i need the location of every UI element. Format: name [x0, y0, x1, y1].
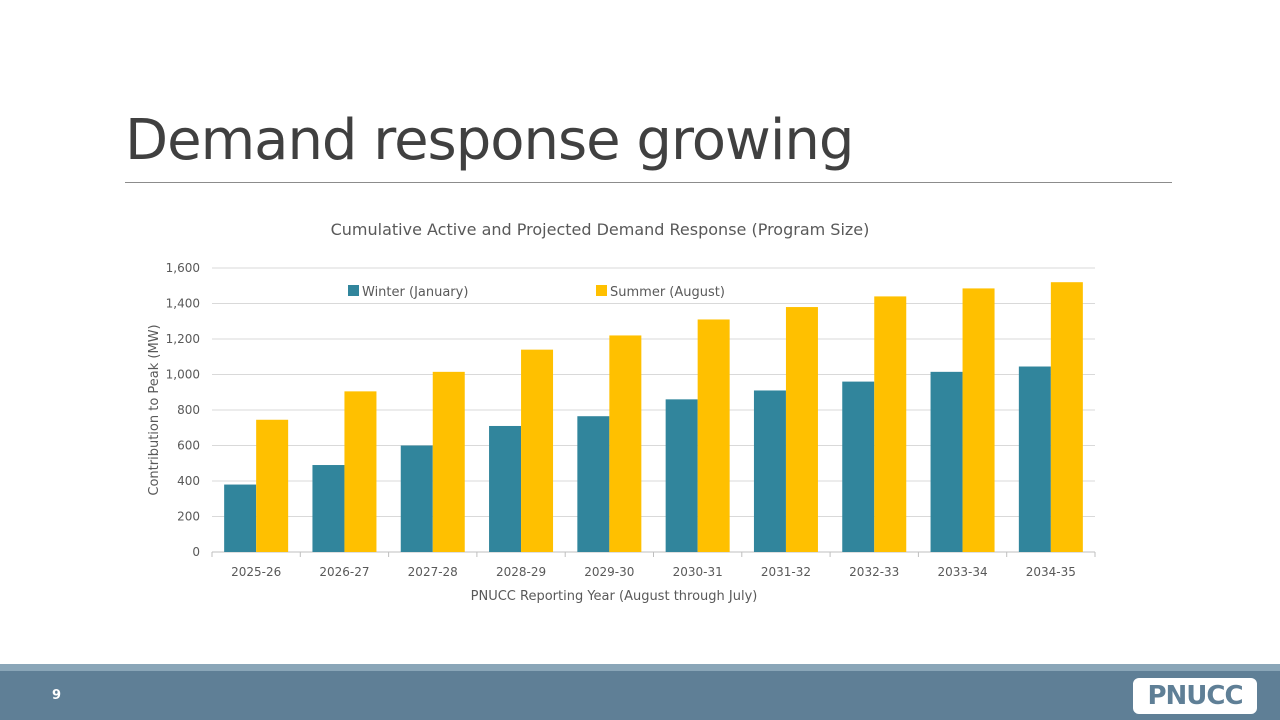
y-tick-label: 1,000: [166, 368, 200, 382]
y-tick-label: 0: [192, 545, 200, 559]
x-tick-label: 2032-33: [849, 565, 899, 579]
bar-summer: [344, 391, 377, 552]
bar-winter: [665, 399, 698, 552]
legend-swatch: [348, 285, 359, 296]
pnucc-logo: PNUCC: [1133, 678, 1257, 714]
y-axis-label: Contribution to Peak (MW): [147, 324, 162, 495]
y-tick-label: 600: [177, 439, 200, 453]
x-tick-label: 2030-31: [673, 565, 723, 579]
bar-winter: [577, 416, 610, 552]
footer-stripe: [0, 664, 1280, 671]
legend-label: Winter (January): [362, 285, 468, 300]
bar-winter: [753, 390, 786, 552]
bar-summer: [432, 371, 465, 552]
bar-winter: [930, 371, 963, 552]
y-tick-label: 1,600: [166, 261, 200, 275]
y-axis-ticks: 0 200 400 600 800 1,000 1,200 1,400 1,600: [166, 261, 200, 559]
title-divider: [125, 182, 1172, 183]
x-tick-label: 2027-28: [408, 565, 458, 579]
bar-summer: [697, 319, 730, 552]
chart-title: Cumulative Active and Projected Demand R…: [331, 220, 870, 239]
page-number: 9: [52, 688, 62, 703]
bars: [224, 282, 1083, 552]
x-tick-label: 2033-34: [937, 565, 987, 579]
legend-swatch: [596, 285, 607, 296]
bar-summer: [609, 335, 642, 552]
bar-chart: Cumulative Active and Projected Demand R…: [147, 220, 1096, 604]
slide-title: Demand response growing: [125, 108, 854, 173]
bar-summer: [521, 349, 554, 552]
bar-summer: [256, 419, 289, 552]
x-axis-ticks: 2025-26 2026-27 2027-28 2028-29 2029-30 2030-…: [211, 552, 1096, 579]
x-tick-label: 2029-30: [584, 565, 634, 579]
y-tick-label: 800: [177, 403, 200, 417]
bar-winter: [1018, 366, 1051, 552]
bar-winter: [224, 484, 257, 552]
y-tick-label: 400: [177, 474, 200, 488]
bar-summer: [1050, 282, 1083, 552]
x-axis-label: PNUCC Reporting Year (August through Jul…: [471, 589, 758, 604]
legend: Winter (January) Summer (August): [348, 285, 725, 300]
bar-winter: [842, 381, 875, 552]
x-tick-label: 2031-32: [761, 565, 811, 579]
bar-summer: [962, 288, 995, 552]
x-tick-label: 2026-27: [319, 565, 369, 579]
logo-text: PNUCC: [1147, 681, 1243, 711]
x-tick-label: 2028-29: [496, 565, 546, 579]
footer-bar: 9 PNUCC: [0, 671, 1280, 720]
bar-winter: [400, 445, 433, 552]
y-tick-label: 1,400: [166, 297, 200, 311]
x-tick-label: 2025-26: [231, 565, 281, 579]
y-tick-label: 200: [177, 510, 200, 524]
y-tick-label: 1,200: [166, 332, 200, 346]
bar-winter: [312, 465, 345, 552]
bar-summer: [874, 296, 907, 552]
legend-label: Summer (August): [610, 285, 725, 300]
bar-summer: [785, 307, 818, 552]
bar-winter: [489, 425, 522, 552]
x-tick-label: 2034-35: [1026, 565, 1076, 579]
